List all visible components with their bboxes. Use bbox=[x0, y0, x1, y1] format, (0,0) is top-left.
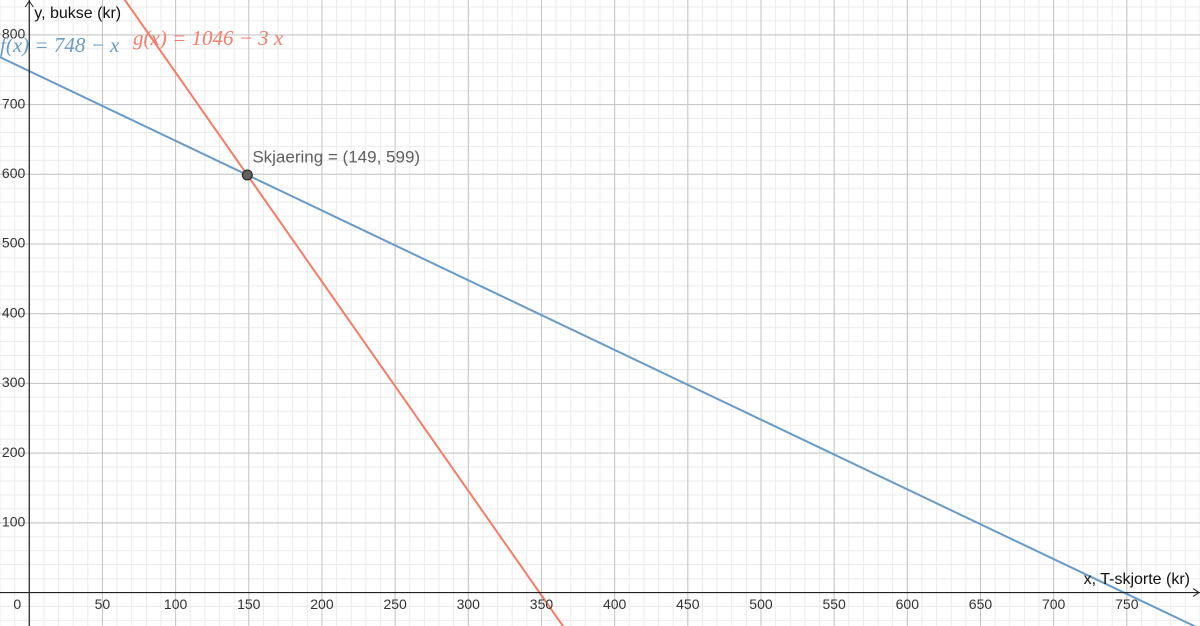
x-tick-label: 250 bbox=[383, 596, 407, 612]
function-line bbox=[0, 56, 1197, 626]
x-tick-label: 600 bbox=[896, 596, 920, 612]
x-tick-label: 200 bbox=[310, 596, 334, 612]
function-line bbox=[123, 0, 565, 626]
y-axis-arrow bbox=[24, 0, 34, 8]
x-tick-label: 350 bbox=[530, 596, 554, 612]
x-axis-arrow bbox=[1192, 588, 1200, 597]
y-tick-label: 600 bbox=[2, 165, 26, 181]
x-tick-label: 100 bbox=[164, 596, 188, 612]
y-tick-label: 700 bbox=[2, 95, 26, 111]
y-tick-label: 800 bbox=[2, 26, 26, 42]
y-tick-label: 400 bbox=[2, 304, 26, 320]
point-label: Skjaering = (149, 599) bbox=[252, 147, 420, 166]
x-tick-label: 0 bbox=[13, 596, 21, 612]
y-tick-label: 200 bbox=[2, 444, 26, 460]
y-axis-label: y, bukse (kr) bbox=[34, 5, 121, 22]
x-tick-label: 300 bbox=[457, 596, 481, 612]
y-tick-label: 300 bbox=[2, 374, 26, 390]
x-tick-label: 550 bbox=[822, 596, 846, 612]
function-label: f(x) = 748 − x bbox=[0, 33, 120, 57]
x-tick-label: 650 bbox=[969, 596, 993, 612]
x-tick-label: 450 bbox=[676, 596, 700, 612]
function-label: g(x) = 1046 − 3 x bbox=[133, 26, 284, 50]
intersection-point bbox=[241, 169, 253, 181]
y-tick-label: 500 bbox=[2, 235, 26, 251]
x-axis-label: x, T-skjorte (kr) bbox=[1084, 571, 1190, 588]
x-tick-label: 50 bbox=[95, 596, 111, 612]
y-tick-label: 100 bbox=[2, 514, 26, 530]
x-tick-label: 150 bbox=[237, 596, 261, 612]
x-tick-label: 500 bbox=[749, 596, 773, 612]
x-tick-label: 700 bbox=[1042, 596, 1066, 612]
x-tick-label: 750 bbox=[1115, 596, 1139, 612]
x-tick-label: 400 bbox=[603, 596, 627, 612]
